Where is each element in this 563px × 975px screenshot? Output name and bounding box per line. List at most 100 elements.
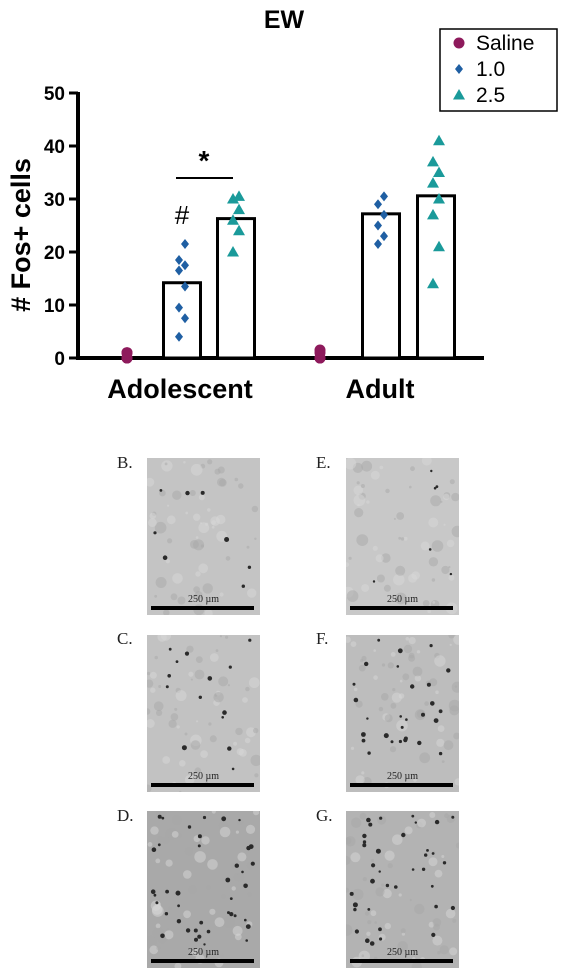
fos-positive-cell [185,928,191,933]
fos-positive-cell [433,718,439,723]
data-point [427,155,439,167]
fos-positive-cell [177,904,180,908]
tissue-texture-blot [361,771,365,775]
data-point [427,208,439,220]
tissue-texture-blot [153,701,164,711]
tissue-texture-blot [147,784,152,792]
tissue-texture-blot [156,946,161,951]
tissue-texture-blot [421,458,432,466]
tissue-texture-blot [414,903,425,915]
tissue-texture-blot [198,563,209,574]
fos-positive-cell [164,912,169,916]
tissue-texture-blot [155,858,161,864]
fos-positive-cell [202,815,207,820]
tissue-texture-blot [351,817,362,828]
tissue-texture-blot [178,833,182,838]
scale-bar [151,783,254,787]
tissue-texture-blot [401,932,405,936]
tissue-texture-blot [183,910,191,919]
tissue-texture-blot [445,908,456,919]
data-point [181,239,189,250]
tissue-texture-blot [449,947,458,956]
tissue-texture-blot [443,493,450,501]
data-point [233,224,245,236]
tissue-texture-blot [429,678,438,687]
tissue-texture-blot [154,655,158,660]
fos-positive-cell [433,486,437,490]
tissue-texture-blot [382,889,392,899]
fos-positive-cell [241,870,244,874]
tissue-texture-blot [413,778,417,782]
tissue-texture-blot [374,921,377,924]
data-point [227,214,239,225]
fos-positive-cell [378,870,381,873]
fos-positive-cell [352,682,356,686]
fos-positive-cell [233,914,237,918]
tissue-texture-blot [395,565,406,576]
fos-positive-cell [157,843,161,847]
tissue-texture-blot [397,941,408,952]
tissue-texture-blot [428,517,439,528]
micrograph-panel: 250 µm [147,635,260,792]
fos-positive-cell [245,924,251,929]
tissue-texture-blot [433,923,440,931]
tissue-texture-blot [179,760,186,767]
tissue-texture-blot [176,725,180,729]
fos-positive-cell [234,863,239,868]
tissue-texture-blot [166,515,176,525]
tissue-texture-blot [346,636,351,643]
x-group-label: Adult [346,374,415,404]
tissue-texture-blot [194,851,206,863]
tissue-texture-blot [361,655,367,662]
scale-bar [350,606,453,610]
tissue-texture-blot [196,720,199,723]
tissue-texture-blot [221,894,226,899]
tissue-texture-blot [359,812,367,820]
tissue-texture-blot [346,458,357,470]
fos-positive-cell [367,908,371,911]
tissue-texture-blot [148,518,157,528]
fos-positive-cell [245,939,248,942]
fos-positive-cell [429,644,433,648]
fos-positive-cell [224,537,230,542]
data-point [181,260,189,271]
panel-label: C. [117,629,133,648]
tissue-texture-blot [225,556,231,561]
micrograph-texture [147,811,260,968]
data-point [233,203,245,215]
tissue-texture-blot [238,483,244,489]
tissue-texture-blot [217,477,226,487]
tissue-texture-blot [206,885,211,890]
tissue-texture-blot [399,679,403,683]
fos-positive-cell [150,889,156,894]
tissue-texture-blot [201,836,210,845]
fos-positive-cell [194,937,198,942]
tissue-texture-blot [453,635,459,645]
tissue-texture-blot [449,643,452,646]
tissue-texture-blot [147,708,151,715]
tissue-texture-blot [147,935,157,948]
tissue-texture-blot [428,857,438,867]
tissue-texture-blot [198,522,210,534]
fos-positive-cell [229,912,234,917]
tissue-texture-blot [207,508,211,512]
fos-positive-cell [442,861,447,865]
fos-positive-cell [353,697,359,703]
tissue-texture-blot [223,915,235,928]
tissue-texture-blot [154,594,158,598]
tissue-texture-blot [149,945,159,955]
fos-positive-cell [449,572,453,576]
tissue-texture-blot [432,935,443,946]
panel-label: B. [117,453,133,472]
tissue-texture-blot [246,545,250,549]
fos-positive-cell [165,685,169,689]
fos-positive-cell [410,684,415,689]
tissue-texture-blot [357,503,360,507]
data-point [433,240,445,252]
tissue-texture-blot [400,928,406,934]
tissue-texture-blot [435,690,439,694]
tissue-texture-blot [190,463,203,476]
tissue-texture-blot [207,859,218,870]
tissue-texture-blot [384,922,391,930]
fos-positive-cell [200,490,205,495]
